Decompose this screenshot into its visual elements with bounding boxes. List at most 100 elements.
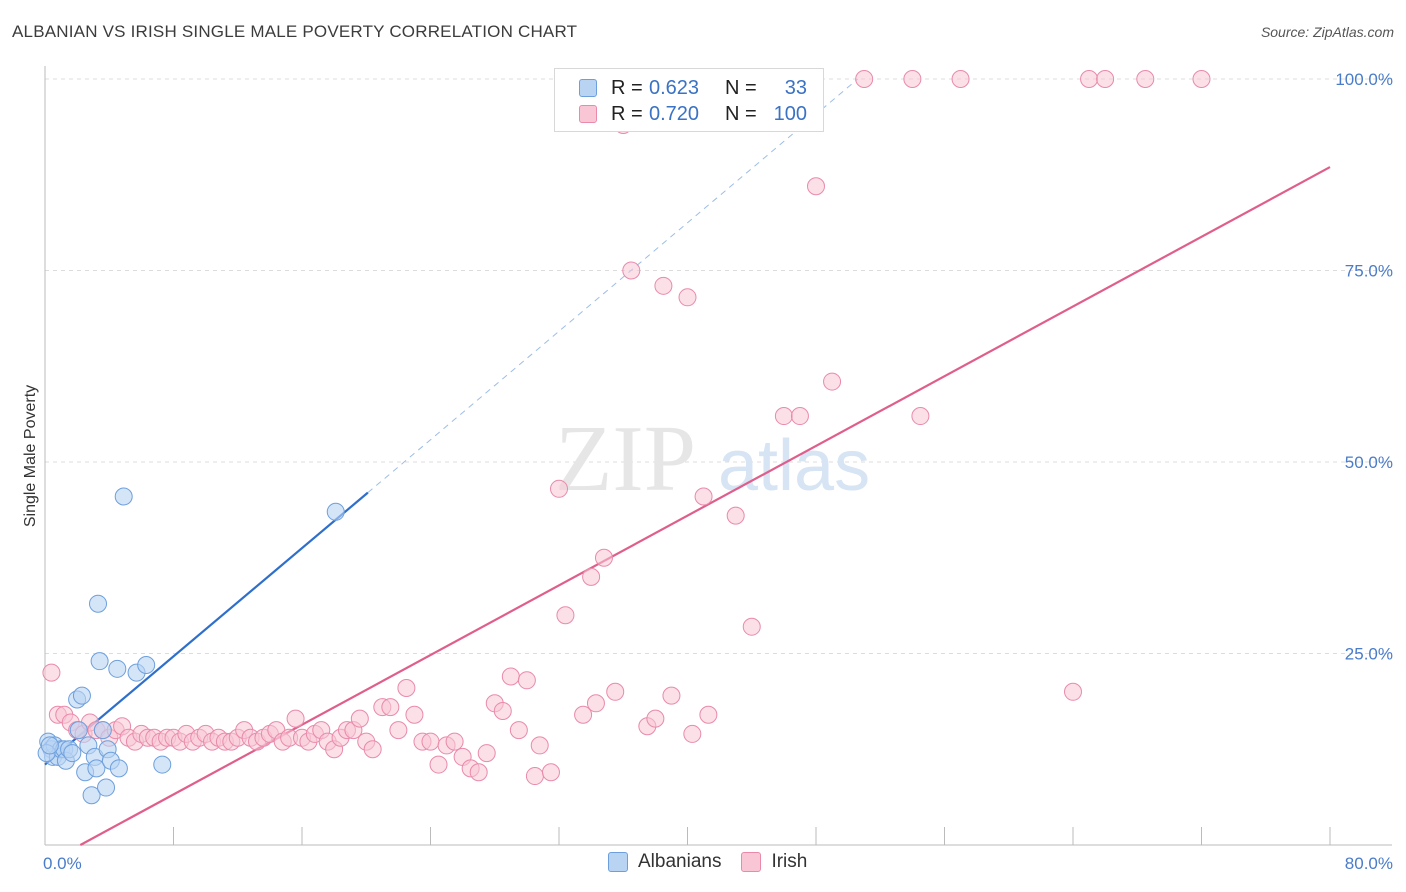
irish-point (606, 682, 625, 701)
irish-point (699, 705, 718, 724)
albanian-point (72, 686, 91, 705)
irish-point (1192, 70, 1211, 88)
chart-title: ALBANIAN VS IRISH SINGLE MALE POVERTY CO… (12, 22, 578, 41)
albanian-point (137, 655, 156, 674)
irish-point (622, 261, 641, 280)
albanian-points (37, 487, 345, 805)
legend-item-irish[interactable]: Irish (741, 851, 807, 873)
watermark-zip: ZIP (555, 407, 696, 511)
irish-swatch (579, 105, 597, 123)
irish-point (550, 479, 568, 498)
x-tick-label: 80.0% (1345, 854, 1393, 873)
irish-point (517, 671, 536, 690)
legend-r-label: R = (611, 76, 643, 99)
legend-n-value: 100 (773, 102, 807, 125)
y-axis-label: Single Male Poverty (22, 385, 39, 527)
irish-point (855, 70, 874, 88)
irish-point (389, 721, 408, 740)
irish-point (530, 736, 549, 755)
gridlines (45, 78, 1392, 654)
irish-point (790, 407, 809, 426)
irish-point (678, 288, 697, 307)
albanian-point (90, 652, 109, 671)
y-tick-label: 50.0% (1345, 453, 1393, 472)
tick-labels: 25.0% 50.0% 75.0% 100.0% 0.0% 80.0% (43, 70, 1393, 873)
irish-point (807, 177, 825, 196)
legend-n-label: N = (725, 102, 757, 125)
irish-point (903, 70, 922, 88)
irish-point (1080, 70, 1099, 88)
irish-point (911, 407, 930, 426)
irish-point (694, 487, 713, 506)
irish-point (525, 767, 544, 786)
source-label: Source: ZipAtlas.com (1260, 24, 1394, 40)
irish-point (429, 755, 448, 774)
albanian-swatch (579, 79, 597, 97)
irish-point (445, 732, 464, 751)
irish-point (654, 276, 673, 295)
irish-point (586, 694, 605, 713)
legend-row-irish: R = 0.720 N = 100 (579, 101, 807, 127)
albanian-point (153, 755, 172, 774)
legend-item-albanians[interactable]: Albanians (608, 851, 721, 873)
albanian-point (82, 786, 101, 805)
x-tick-label: 0.0% (43, 854, 82, 873)
irish-point (582, 567, 601, 586)
legend-row-albanians: R = 0.623 N = 33 (579, 75, 807, 101)
y-tick-label: 25.0% (1345, 645, 1393, 664)
irish-legend-swatch (741, 852, 762, 872)
albanian-point (108, 659, 127, 678)
watermark: ZIP atlas (555, 407, 870, 511)
albanian-point (114, 487, 133, 506)
irish-point (951, 70, 970, 88)
albanian-point (326, 502, 345, 521)
irish-point (594, 548, 613, 567)
irish-point (397, 678, 416, 697)
legend-r-value: 0.623 (649, 76, 700, 99)
y-tick-label: 100.0% (1335, 70, 1393, 89)
irish-point (1096, 70, 1115, 88)
albanian-trend-extension (367, 78, 859, 494)
legend-r-value: 0.720 (649, 102, 700, 125)
irish-point (477, 744, 496, 763)
albanian-trend-line (44, 491, 369, 766)
y-tick-label: 75.0% (1345, 262, 1393, 281)
irish-point (286, 709, 305, 728)
irish-point (363, 740, 382, 759)
irish-point (350, 709, 369, 728)
correlation-legend: R = 0.623 N = 33 R = 0.720 N = 100 (554, 68, 824, 132)
irish-point (509, 721, 528, 740)
irish-points (42, 70, 1211, 786)
irish-point (42, 663, 61, 682)
irish-point (646, 709, 665, 728)
albanian-point (93, 721, 112, 740)
watermark-atlas: atlas (718, 426, 870, 506)
irish-point (1064, 682, 1082, 701)
irish-point (742, 617, 761, 636)
albanian-legend-swatch (608, 852, 628, 872)
albanian-point (63, 744, 82, 763)
legend-label-albanians: Albanians (638, 851, 722, 872)
irish-point (501, 667, 520, 686)
irish-point (662, 686, 681, 705)
legend-n-label: N = (725, 76, 757, 99)
irish-point (469, 763, 488, 782)
irish-point (493, 701, 512, 720)
axes (44, 66, 1392, 846)
albanian-point (69, 721, 88, 740)
legend-label-irish: Irish (771, 851, 808, 872)
albanian-point (109, 759, 128, 778)
irish-point (541, 763, 560, 782)
series-legend: Albanians Irish (608, 851, 827, 873)
irish-point (405, 705, 424, 724)
albanian-point (87, 759, 106, 778)
albanian-point (97, 778, 116, 797)
legend-n-value: 33 (784, 76, 807, 99)
irish-point (421, 732, 440, 751)
irish-point (683, 724, 702, 743)
albanian-point (89, 594, 108, 613)
irish-point (574, 705, 593, 724)
irish-point (823, 372, 842, 391)
albanian-point (40, 736, 59, 755)
